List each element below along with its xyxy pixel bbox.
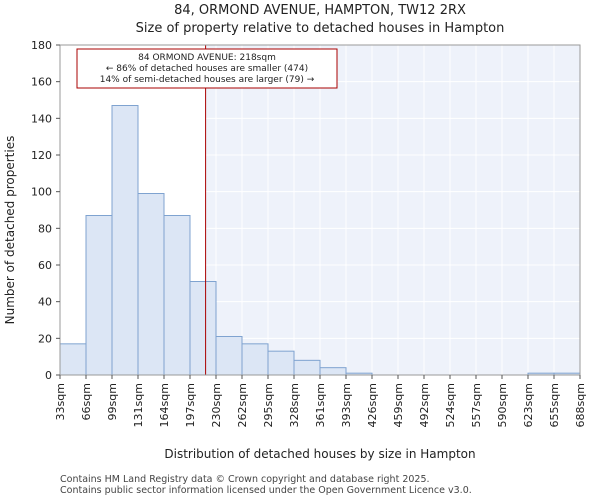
x-tick-label: 197sqm <box>184 383 197 427</box>
x-tick-label: 655sqm <box>548 383 561 427</box>
x-tick-label: 131sqm <box>132 383 145 427</box>
x-axis-label: Distribution of detached houses by size … <box>164 447 475 461</box>
footer: Contains HM Land Registry data © Crown c… <box>60 474 472 496</box>
x-tick-label: 623sqm <box>522 383 535 427</box>
x-tick-label: 361sqm <box>314 383 327 427</box>
x-tick-label: 295sqm <box>262 383 275 427</box>
x-tick-label: 262sqm <box>236 383 249 427</box>
bar-230sqm <box>215 336 243 376</box>
footer-line-1: Contains HM Land Registry data © Crown c… <box>60 474 430 485</box>
bar-197sqm <box>189 281 217 376</box>
x-tick-label: 688sqm <box>574 383 587 427</box>
y-tick-label: 0 <box>45 369 52 382</box>
x-tick-label: 328sqm <box>288 383 301 427</box>
x-tick-label: 590sqm <box>496 383 509 427</box>
x-tick-label: 524sqm <box>444 383 457 427</box>
x-tick-label: 230sqm <box>210 383 223 427</box>
x-tick-label: 557sqm <box>470 383 483 427</box>
plot-shade <box>205 45 580 375</box>
bar-66sqm <box>85 215 113 376</box>
bar-164sqm <box>163 215 191 376</box>
x-tick-label: 492sqm <box>418 383 431 427</box>
y-axis-label: Number of detached properties <box>3 136 17 325</box>
chart-subtitle: Size of property relative to detached ho… <box>136 21 505 36</box>
y-tick-label: 160 <box>31 76 52 89</box>
bar-295sqm <box>267 350 295 376</box>
y-tick-label: 120 <box>31 149 52 162</box>
x-tick-label: 459sqm <box>392 383 405 427</box>
bar-33sqm <box>59 343 87 376</box>
bar-262sqm <box>241 343 269 376</box>
bars <box>59 105 581 376</box>
x-axis-ticks: 33sqm 66sqm 99sqm 131sqm 164sqm 197sqm 230sqm 2… <box>54 375 587 427</box>
bar-99sqm <box>111 105 139 376</box>
annotation-box: 84 ORMOND AVENUE: 218sqm ← 86% of detach… <box>76 48 338 89</box>
annotation-line-3: 14% of semi-detached houses are larger (… <box>100 75 315 85</box>
y-tick-label: 180 <box>31 39 52 52</box>
x-tick-label: 99sqm <box>106 383 119 420</box>
annotation-line-2: ← 86% of detached houses are smaller (47… <box>106 64 308 74</box>
bar-361sqm <box>319 367 347 376</box>
y-tick-label: 140 <box>31 112 52 125</box>
y-tick-label: 20 <box>38 332 52 345</box>
y-tick-label: 80 <box>38 222 52 235</box>
chart-title: 84, ORMOND AVENUE, HAMPTON, TW12 2RX <box>174 3 466 18</box>
bar-328sqm <box>293 359 321 376</box>
x-tick-label: 66sqm <box>80 383 93 420</box>
y-tick-label: 60 <box>38 259 52 272</box>
y-axis-ticks: 0 20 40 60 80 100 120 140 160 180 <box>31 39 60 382</box>
x-tick-label: 393sqm <box>340 383 353 427</box>
x-tick-label: 164sqm <box>158 383 171 427</box>
annotation-line-1: 84 ORMOND AVENUE: 218sqm <box>138 53 276 63</box>
y-tick-label: 100 <box>31 186 52 199</box>
footer-line-2: Contains public sector information licen… <box>60 485 472 496</box>
bar-131sqm <box>137 193 165 376</box>
x-tick-label: 426sqm <box>366 383 379 427</box>
x-tick-label: 33sqm <box>54 383 67 420</box>
y-tick-label: 40 <box>38 296 52 309</box>
